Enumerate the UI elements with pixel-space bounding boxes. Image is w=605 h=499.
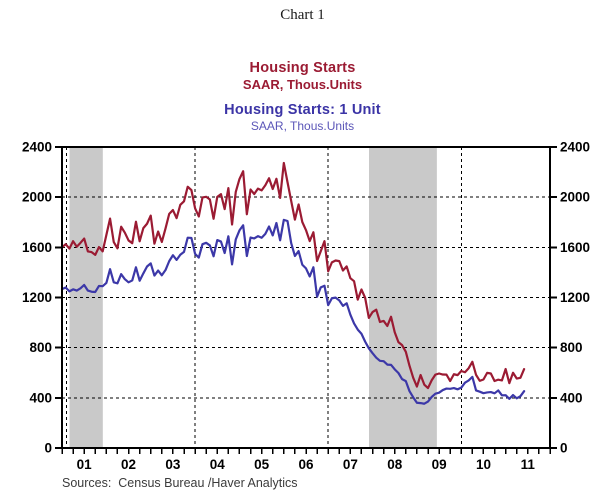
series-line-0 xyxy=(60,161,526,390)
y-axis-label-right: 0 xyxy=(560,441,568,456)
y-axis-label-right: 400 xyxy=(560,390,583,405)
y-axis-label-left: 2400 xyxy=(22,140,52,155)
y-axis-label-left: 1200 xyxy=(22,290,52,305)
x-axis-label: 05 xyxy=(254,457,270,472)
y-axis-label-left: 1600 xyxy=(22,240,52,255)
x-axis-label: 08 xyxy=(387,457,403,472)
page-title: Chart 1 xyxy=(280,7,325,23)
y-axis-label-right: 800 xyxy=(560,340,583,355)
x-axis-label: 06 xyxy=(298,457,314,472)
y-axis-label-right: 2000 xyxy=(560,190,590,205)
series-line-1 xyxy=(60,218,526,405)
x-axis-label: 09 xyxy=(432,457,447,472)
x-axis-label: 07 xyxy=(343,457,358,472)
y-axis-label-right: 2400 xyxy=(560,140,590,155)
x-axis-label: 10 xyxy=(476,457,491,472)
series1-subtitle: SAAR, Thous.Units xyxy=(242,77,363,92)
x-axis-label: 04 xyxy=(210,457,226,472)
series1-title: Housing Starts xyxy=(249,60,356,76)
series2-title: Housing Starts: 1 Unit xyxy=(224,102,381,118)
y-axis-label-left: 800 xyxy=(29,340,52,355)
x-axis-label: 11 xyxy=(521,457,536,472)
x-axis-label: 02 xyxy=(121,457,136,472)
x-axis-label: 01 xyxy=(77,457,93,472)
y-axis-label-right: 1600 xyxy=(560,240,590,255)
y-axis-label-right: 1200 xyxy=(560,290,590,305)
y-axis-label-left: 2000 xyxy=(22,190,52,205)
x-axis-label: 03 xyxy=(165,457,181,472)
y-axis-label-left: 0 xyxy=(44,441,52,456)
series2-subtitle: SAAR, Thous.Units xyxy=(250,119,355,133)
y-axis-label-left: 400 xyxy=(29,390,52,405)
source-note: Sources: Census Bureau /Haver Analytics xyxy=(62,476,298,490)
housing-starts-chart: 0 0 400 400 800 800 1200 1200 1600 1600 2000 2000 24… xyxy=(22,140,590,473)
